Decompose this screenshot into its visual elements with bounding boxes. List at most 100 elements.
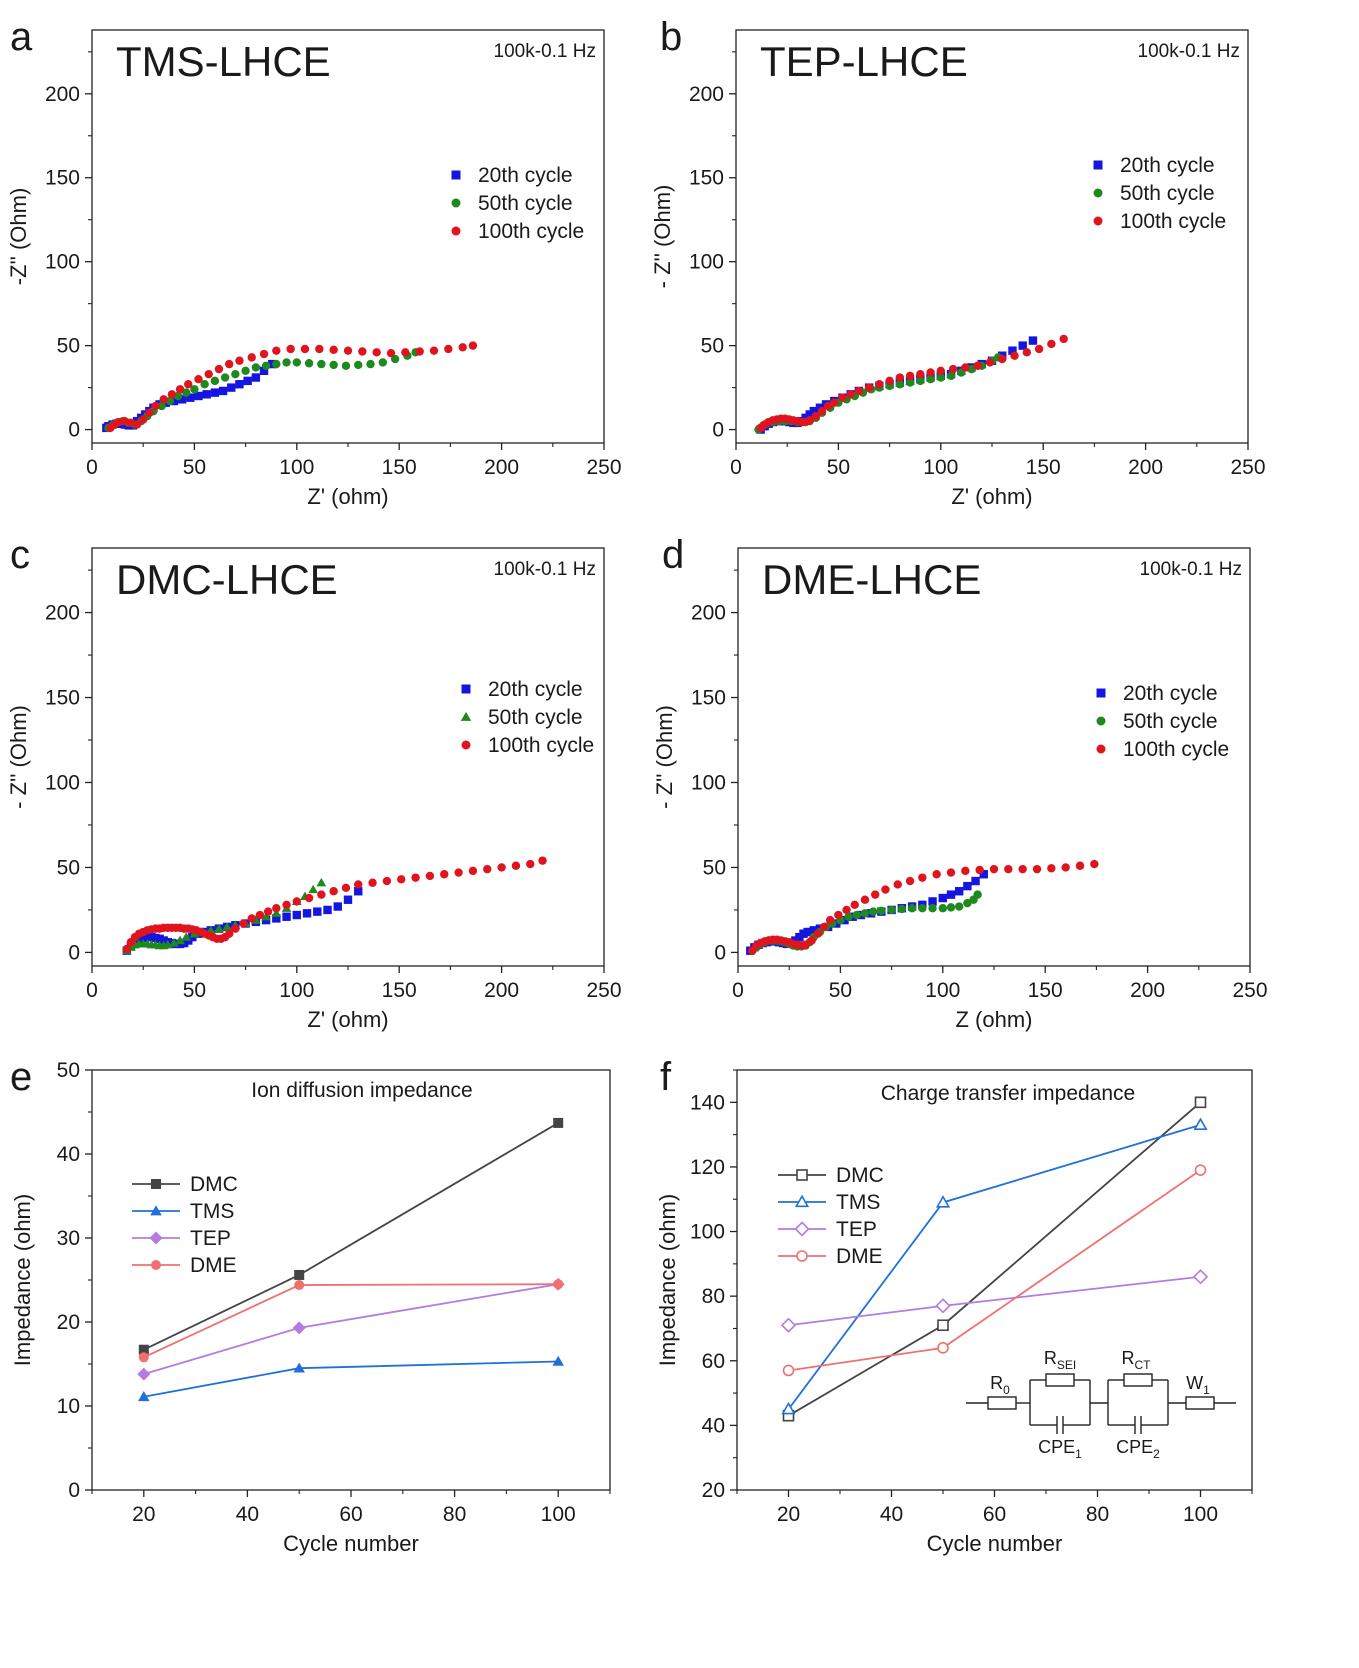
data-point bbox=[210, 376, 220, 386]
legend-marker bbox=[451, 198, 461, 208]
x-tick-label: 150 bbox=[382, 456, 417, 479]
legend-marker bbox=[1093, 188, 1103, 198]
data-point bbox=[333, 902, 342, 911]
data-point bbox=[975, 865, 984, 875]
y-tick-label: 50 bbox=[57, 335, 80, 358]
legend-marker bbox=[1096, 716, 1106, 726]
data-point bbox=[905, 371, 915, 381]
y-tick-label: 100 bbox=[690, 1221, 725, 1244]
data-point bbox=[961, 363, 970, 372]
data-point bbox=[341, 883, 351, 893]
data-point bbox=[308, 884, 319, 894]
data-point bbox=[282, 900, 291, 910]
data-point bbox=[813, 929, 823, 938]
data-point bbox=[259, 366, 269, 376]
data-point bbox=[220, 373, 230, 382]
data-point bbox=[483, 864, 492, 874]
data-point bbox=[1047, 339, 1056, 349]
x-tick-label: 0 bbox=[86, 456, 98, 479]
data-point bbox=[390, 354, 400, 364]
x-tick-label: 50 bbox=[183, 979, 206, 1002]
data-point bbox=[286, 344, 295, 354]
panel-c: 0 50 100 150 200 250 0 50 100 150 200 Z' (ohm) - Z''… bbox=[6, 533, 622, 1032]
data-point bbox=[194, 391, 203, 401]
data-point bbox=[928, 897, 937, 906]
data-point bbox=[1028, 336, 1038, 345]
frequency-annotation: 100k-0.1 Hz bbox=[494, 41, 596, 62]
legend-marker bbox=[149, 1231, 163, 1245]
panel-label: b bbox=[660, 15, 682, 59]
data-point bbox=[316, 877, 327, 887]
data-point bbox=[852, 910, 861, 920]
x-axis-label: Z (ohm) bbox=[956, 1007, 1033, 1032]
label-cpe1-subscript: 1 bbox=[1075, 1447, 1082, 1461]
panel-e: 20 40 60 80 100 0 10 20 30 40 50 Cycle number Impeda… bbox=[10, 1055, 611, 1556]
data-point bbox=[860, 909, 870, 918]
data-point bbox=[897, 904, 907, 914]
legend-marker bbox=[151, 1260, 161, 1270]
x-tick-label: 100 bbox=[541, 1503, 576, 1526]
data-point bbox=[317, 359, 326, 369]
legend-label: TEP bbox=[190, 1227, 231, 1250]
data-point bbox=[781, 1401, 796, 1415]
data-point bbox=[222, 922, 232, 931]
data-point bbox=[272, 904, 281, 913]
y-tick-label: 200 bbox=[45, 602, 80, 625]
data-point bbox=[1022, 348, 1032, 357]
legend-label: 50th cycle bbox=[1123, 710, 1218, 733]
data-point bbox=[834, 910, 843, 920]
data-point bbox=[175, 935, 185, 945]
data-point bbox=[231, 369, 240, 379]
data-point bbox=[1018, 864, 1027, 874]
y-tick-label: 40 bbox=[57, 1143, 80, 1166]
x-tick-label: 50 bbox=[183, 456, 206, 479]
panel-title: DME-LHCE bbox=[762, 556, 981, 603]
panel-label: a bbox=[10, 15, 33, 59]
data-point bbox=[809, 926, 818, 935]
y-tick-label: 10 bbox=[57, 1395, 80, 1418]
data-point bbox=[272, 914, 281, 923]
panel-title: Ion diffusion impedance bbox=[251, 1079, 472, 1102]
series-TMS bbox=[781, 1117, 1208, 1415]
legend-label: 100th cycle bbox=[1123, 738, 1229, 761]
frequency-annotation: 100k-0.1 Hz bbox=[1140, 559, 1242, 580]
data-point bbox=[807, 936, 816, 945]
y-tick-label: 0 bbox=[68, 1479, 80, 1502]
data-point bbox=[329, 360, 338, 370]
x-axis-label: Z' (ohm) bbox=[307, 1007, 388, 1032]
y-tick-label: 100 bbox=[45, 771, 80, 794]
x-axis-label: Z' (ohm) bbox=[951, 484, 1032, 509]
data-point bbox=[139, 415, 148, 424]
data-point bbox=[323, 905, 332, 915]
data-point bbox=[916, 376, 925, 386]
x-tick-label: 20 bbox=[132, 1503, 155, 1526]
data-point bbox=[801, 940, 810, 949]
data-point bbox=[292, 910, 301, 920]
data-point bbox=[946, 868, 956, 877]
data-point bbox=[194, 375, 203, 384]
data-point bbox=[1194, 1096, 1207, 1109]
plot-frame bbox=[91, 1069, 611, 1491]
label-cpe2-main: CPE bbox=[1116, 1437, 1153, 1457]
data-point bbox=[497, 863, 506, 872]
legend-marker bbox=[1096, 744, 1106, 754]
data-point bbox=[875, 380, 884, 389]
data-point bbox=[954, 902, 964, 911]
data-point bbox=[151, 401, 160, 411]
data-point bbox=[846, 390, 855, 399]
data-point bbox=[225, 929, 234, 938]
data-point bbox=[382, 876, 392, 886]
data-point bbox=[204, 369, 213, 379]
panel-title: TMS-LHCE bbox=[116, 38, 331, 85]
data-point bbox=[190, 385, 199, 394]
data-point bbox=[1047, 864, 1056, 873]
data-point bbox=[440, 870, 449, 879]
label-r0-main: R bbox=[990, 1373, 1003, 1393]
legend-marker bbox=[461, 740, 471, 750]
y-tick-label: 0 bbox=[714, 941, 726, 964]
panel-label: c bbox=[10, 533, 30, 577]
data-point bbox=[138, 1344, 149, 1355]
data-point bbox=[137, 1367, 151, 1381]
x-axis-label: Cycle number bbox=[927, 1531, 1063, 1556]
series-100th-cycle bbox=[748, 859, 1099, 955]
